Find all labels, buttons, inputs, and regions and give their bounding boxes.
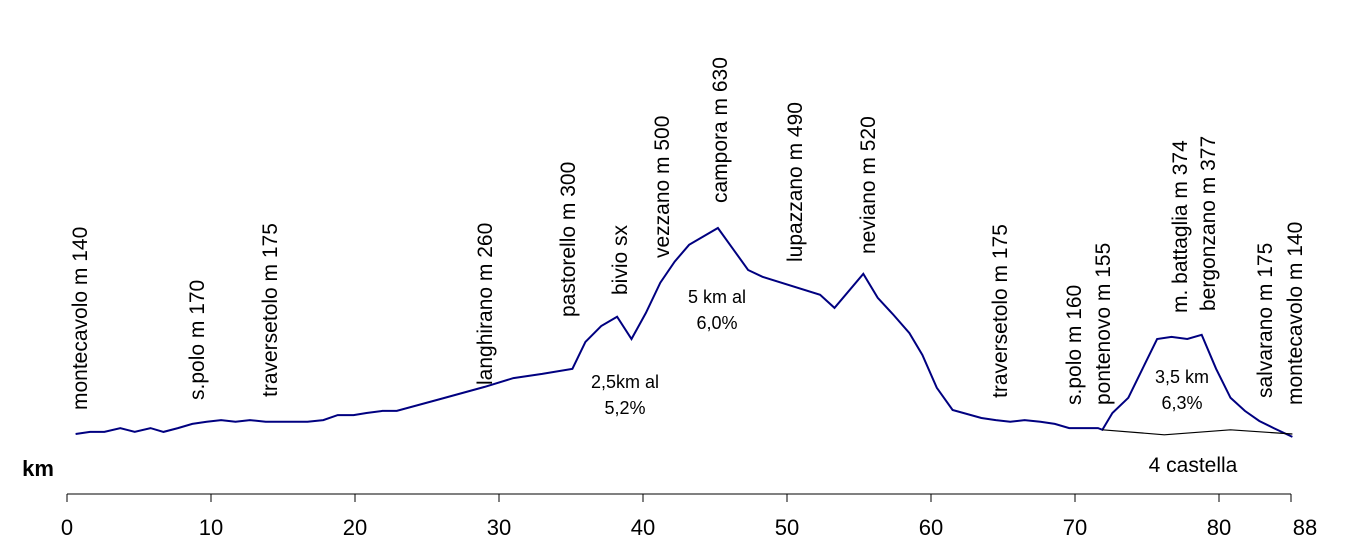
place-label: langhirano m 260 [474,223,497,385]
gradient-note: 3,5 km [1155,367,1209,387]
x-tick-label: 60 [919,515,943,540]
place-label: traversetolo m 175 [989,224,1012,398]
place-label: campora m 630 [709,57,732,203]
variant-line [1102,429,1293,436]
x-tick-label: 20 [343,515,367,540]
x-tick-label: 40 [631,515,655,540]
place-label: bivio sx [609,224,632,295]
gradient-note: 6,0% [696,313,737,333]
elevation-line [75,226,1293,438]
x-tick-label: 30 [487,515,511,540]
place-label: pontenovo m 155 [1092,243,1115,405]
place-label: vezzano m 500 [651,116,674,258]
place-label: salvarano m 175 [1254,243,1277,398]
place-label: pastorello m 300 [557,162,580,317]
place-label: montecavolo m 140 [69,227,92,410]
x-axis-label: km [22,456,54,481]
x-tick-label: 70 [1063,515,1087,540]
place-label: bergonzano m 377 [1197,136,1220,311]
place-label: montecavolo m 140 [1284,222,1307,405]
x-tick-label: 10 [199,515,223,540]
place-label: lupazzano m 490 [784,102,807,262]
place-label: s.polo m 170 [186,280,209,400]
gradient-note: 5,2% [604,398,645,418]
place-label: traversetolo m 175 [259,223,282,397]
x-tick-label: 80 [1207,515,1231,540]
x-tick-label: 50 [775,515,799,540]
place-label: neviano m 520 [857,116,880,254]
place-label: m. battaglia m 374 [1169,140,1192,313]
gradient-note: 6,3% [1161,393,1202,413]
gradient-note: 5 km al [688,287,746,307]
gradient-note: 2,5km al [591,372,659,392]
place-label: s.polo m 160 [1063,285,1086,405]
x-tick-label: 0 [61,515,73,540]
x-tick-label: 88 [1293,515,1317,540]
series-name: 4 castella [1149,454,1238,477]
